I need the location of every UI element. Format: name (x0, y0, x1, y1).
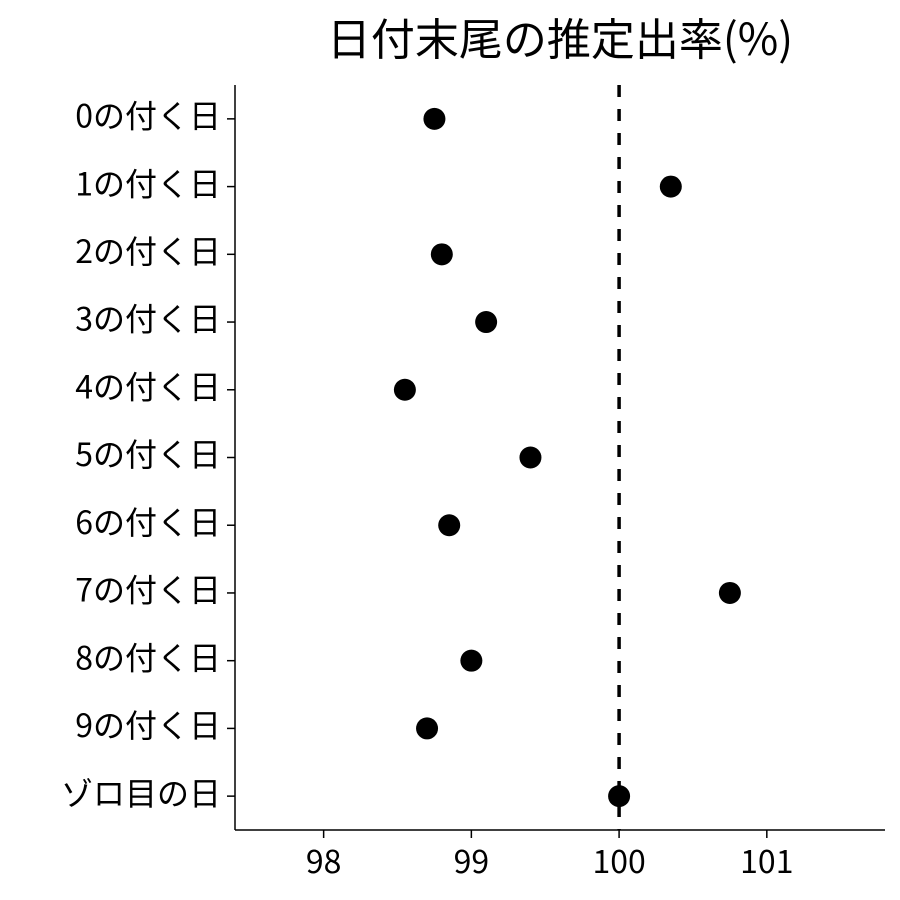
y-tick-label: 7の付く日 (75, 566, 221, 612)
y-tick-label: 4の付く日 (75, 362, 221, 408)
data-point (416, 717, 438, 739)
data-point (423, 108, 445, 130)
chart-title: 日付末尾の推定出率(%) (327, 4, 793, 68)
data-point (394, 379, 416, 401)
y-tick-label: 0の付く日 (75, 92, 221, 138)
x-tick-label: 101 (740, 837, 793, 883)
x-tick-label: 99 (454, 837, 490, 883)
data-point (660, 176, 682, 198)
y-tick-label: 9の付く日 (75, 701, 221, 747)
y-tick-label: 1の付く日 (75, 159, 221, 205)
y-tick-label: 6の付く日 (75, 498, 221, 544)
chart-container: 日付末尾の推定出率(%) 0の付く日 1の付く日 2の付く日 3の付く日 4の付く日 5の付… (0, 0, 900, 900)
x-tick-label: 100 (592, 837, 645, 883)
x-tick-label: 98 (306, 837, 342, 883)
y-tick-label: ゾロ目の日 (61, 769, 221, 815)
y-tick-label: 2の付く日 (75, 227, 221, 273)
dot-plot: 日付末尾の推定出率(%) 0の付く日 1の付く日 2の付く日 3の付く日 4の付く日 5の付… (0, 0, 900, 900)
data-point (519, 447, 541, 469)
data-point (475, 311, 497, 333)
y-tick-label: 5の付く日 (75, 430, 221, 476)
data-point (608, 785, 630, 807)
data-point (438, 514, 460, 536)
data-point (719, 582, 741, 604)
data-point (431, 243, 453, 265)
y-tick-label: 8の付く日 (75, 633, 221, 679)
y-tick-label: 3の付く日 (75, 295, 221, 341)
data-point (460, 650, 482, 672)
